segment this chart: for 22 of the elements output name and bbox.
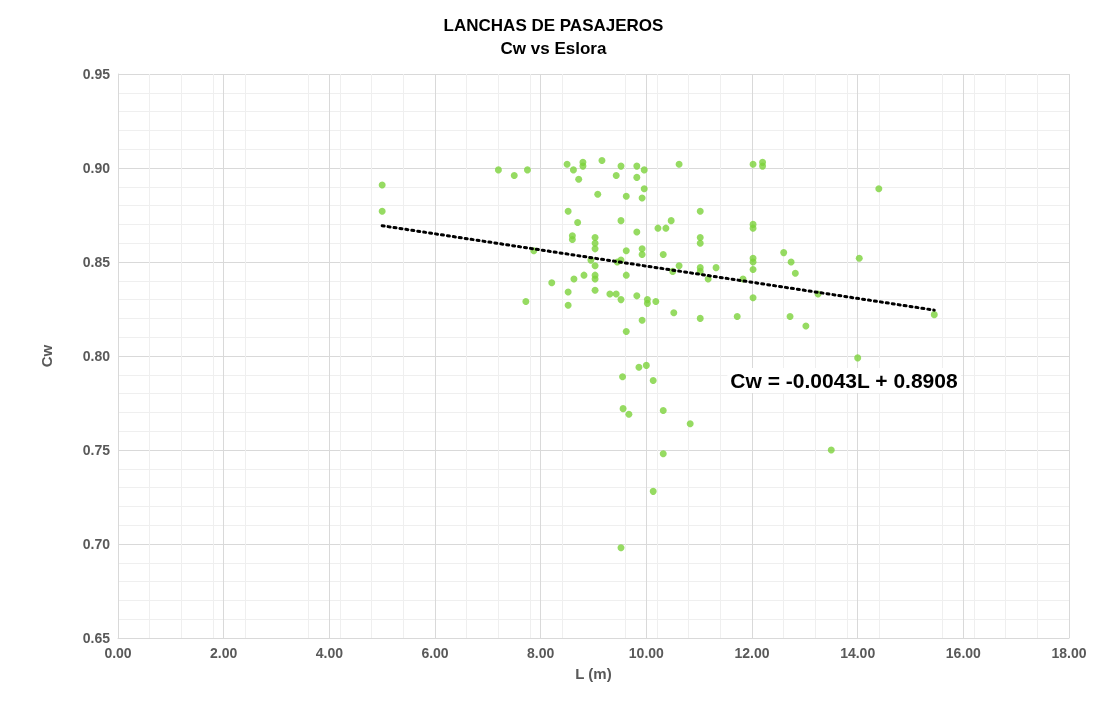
x-tick-label: 6.00	[421, 645, 449, 661]
y-tick-label: 0.70	[82, 536, 111, 552]
chart-subtitle: Cw vs Eslora	[500, 39, 607, 58]
chart-title: LANCHAS DE PASAJEROS	[443, 16, 664, 35]
x-tick-label: 18.00	[1051, 645, 1087, 661]
x-tick-label: 14.00	[840, 645, 876, 661]
y-axis-title: Cw	[38, 344, 55, 368]
y-tick-label: 0.80	[82, 348, 111, 364]
x-tick-label: 2.00	[210, 645, 238, 661]
x-tick-label: 0.00	[104, 645, 132, 661]
x-tick-label: 10.00	[628, 645, 665, 661]
y-tick-label: 0.75	[82, 442, 111, 458]
y-tick-label: 0.65	[82, 630, 111, 646]
x-axis-title: L (m)	[575, 665, 612, 682]
x-tick-label: 8.00	[527, 645, 555, 661]
x-tick-label: 16.00	[945, 645, 982, 661]
y-tick-label: 0.85	[82, 254, 111, 270]
x-tick-label: 12.00	[734, 645, 770, 661]
x-tick-label: 4.00	[315, 645, 344, 661]
y-tick-label: 0.90	[82, 160, 111, 176]
y-tick-label: 0.95	[82, 66, 111, 82]
annotation: Cw = -0.0043L + 0.8908	[730, 369, 958, 392]
